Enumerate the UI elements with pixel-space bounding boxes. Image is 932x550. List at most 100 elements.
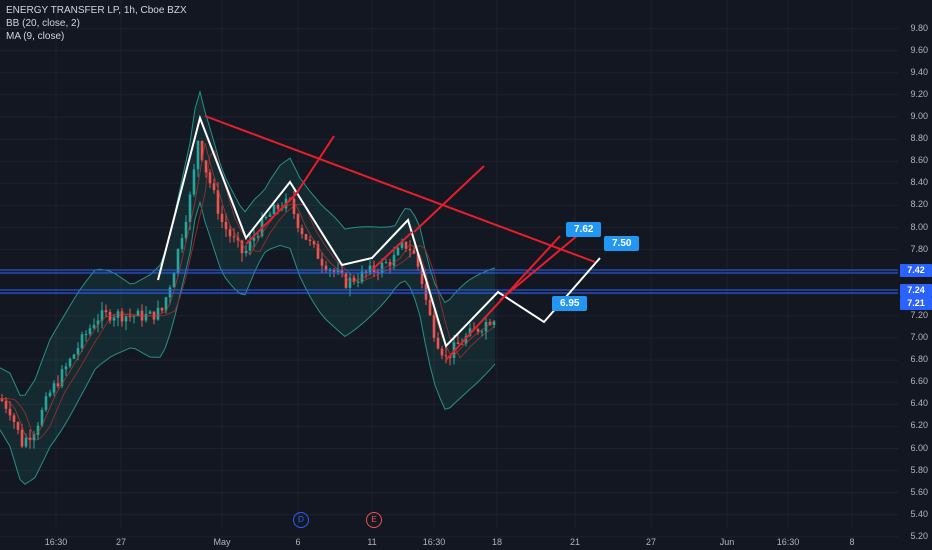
candle-body: [440, 348, 444, 356]
price-tick-label: 8.40: [910, 177, 928, 188]
candle-body: [268, 214, 272, 217]
candle-body: [148, 311, 152, 314]
price-tick-label: 8.00: [910, 221, 928, 232]
candle-body: [272, 204, 276, 215]
candle-body: [468, 328, 472, 336]
candle-body: [0, 398, 4, 402]
candle-body: [180, 238, 184, 250]
candle-body: [220, 213, 224, 222]
candle-body: [240, 240, 244, 254]
time-tick-label: 21: [569, 537, 581, 547]
price-tick-label: 6.20: [910, 420, 928, 431]
candle-body: [68, 358, 72, 367]
time-tick-label: 27: [115, 537, 127, 547]
candle-body: [80, 334, 84, 349]
time-tick-label: May: [213, 537, 231, 547]
bb-basis: [0, 149, 496, 441]
candle-body: [356, 281, 360, 283]
price-tick-label: 7.00: [910, 332, 928, 342]
trendline: [245, 191, 299, 245]
target-callout[interactable]: 7.50: [604, 236, 640, 251]
price-tick-label: 9.60: [910, 44, 928, 55]
candle-body: [408, 248, 412, 251]
candle-body: [56, 383, 60, 387]
price-tick-label: 7.20: [910, 309, 928, 320]
candle-body: [364, 271, 368, 273]
candle-body: [92, 324, 96, 329]
candle-body: [348, 277, 352, 288]
candle-body: [160, 307, 164, 311]
candle-body: [100, 310, 104, 321]
candle-body: [316, 244, 320, 259]
time-scale[interactable]: 16:30 27 May 6 11 16:30 18 21 27 Jun 16:30 8: [0, 528, 898, 550]
candle-body: [320, 258, 324, 266]
candle-body: [48, 392, 52, 397]
candle-body: [324, 265, 328, 271]
candle-body: [216, 190, 220, 214]
price-tick-label: 8.20: [910, 199, 928, 210]
candle-body: [416, 253, 420, 267]
candle-body: [332, 270, 336, 272]
candle-body: [28, 437, 32, 441]
candle-body: [304, 234, 308, 240]
candle-body: [32, 434, 36, 441]
candle-body: [256, 236, 260, 238]
price-tick-label: 8.80: [910, 133, 928, 144]
candle-body: [16, 422, 20, 430]
trendline: [499, 229, 585, 301]
ma-label: MA (9, close): [6, 31, 65, 42]
symbol-legend[interactable]: ENERGY TRANSFER LP, 1h, Cboe BZX: [6, 4, 187, 17]
candle-body: [144, 313, 148, 321]
candle-body: [88, 328, 92, 335]
candle-body: [176, 249, 180, 274]
chart-grid: [0, 0, 898, 538]
target-callout[interactable]: 6.95: [552, 296, 588, 311]
candle-body: [300, 228, 304, 235]
candle-body: [264, 216, 268, 219]
candle-body: [76, 348, 80, 355]
candle-body: [312, 240, 316, 245]
candle-body: [456, 342, 460, 345]
candle-body: [352, 277, 356, 282]
target-callout[interactable]: 7.62: [566, 222, 602, 237]
time-tick-label: 11: [367, 537, 377, 547]
candle-body: [368, 265, 372, 273]
time-tick-label: 16:30: [422, 537, 446, 547]
candle-body: [328, 270, 332, 272]
candle-body: [60, 369, 64, 387]
ma-legend[interactable]: MA (9, close): [6, 30, 187, 43]
price-scale[interactable]: 9.80 9.60 9.40 9.20 9.00 8.80 8.60 8.40 8.20 8.00…: [898, 0, 932, 541]
candle-body: [164, 297, 168, 311]
candle-body: [460, 343, 464, 345]
price-tick-label: 6.00: [910, 442, 928, 453]
price-tick-label: 5.80: [910, 464, 928, 475]
bb-legend[interactable]: BB (20, close, 2): [6, 17, 187, 30]
candle-body: [392, 255, 396, 266]
moving-average: [0, 142, 496, 442]
price-tick-label: 6.40: [910, 398, 928, 409]
price-tick-label: 6.80: [910, 354, 928, 365]
candle-body: [184, 221, 188, 239]
horizontal-levels: [0, 269, 898, 294]
candle-body: [252, 237, 256, 241]
candle-body: [8, 408, 12, 416]
candle-body: [172, 273, 176, 288]
candle-body: [428, 299, 432, 316]
trendline: [295, 135, 335, 195]
dividend-marker[interactable]: D: [293, 512, 309, 528]
candle-body: [52, 383, 56, 393]
candle-body: [276, 204, 280, 209]
bb-label: BB (20, close, 2): [6, 18, 80, 29]
price-tick-label: 9.00: [910, 111, 928, 121]
candle-body: [112, 317, 116, 321]
candle-body: [248, 240, 252, 251]
candle-body: [436, 337, 440, 349]
time-tick-label: 18: [491, 537, 503, 547]
earnings-marker[interactable]: E: [366, 512, 382, 528]
time-tick-label: 16:30: [44, 537, 68, 547]
candle-body: [404, 241, 408, 249]
price-tick-label: 7.80: [910, 243, 928, 254]
price-tag-last: 7.21: [900, 297, 932, 310]
